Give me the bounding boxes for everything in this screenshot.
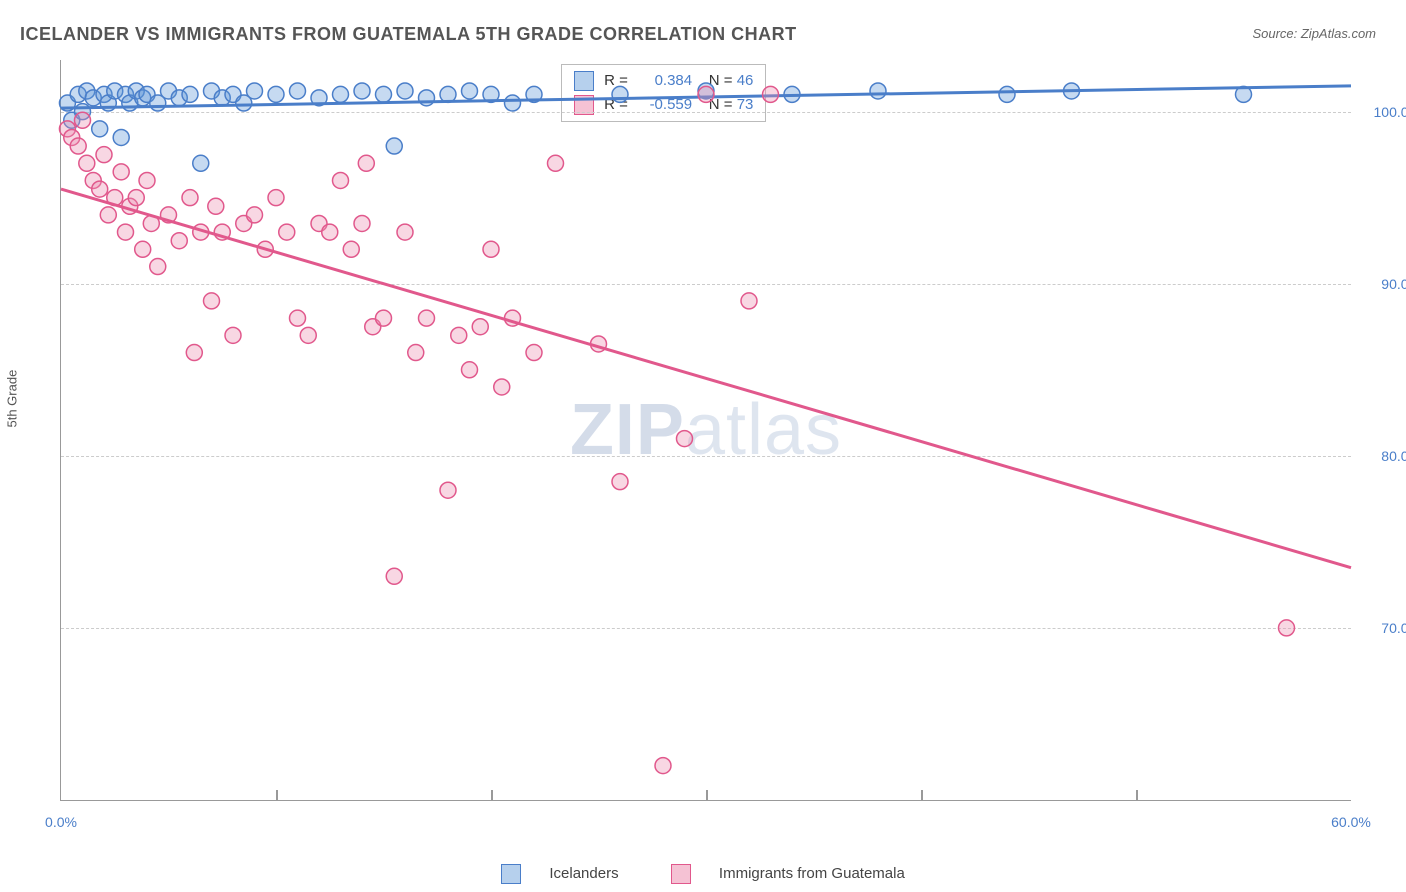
data-point	[677, 431, 693, 447]
data-point	[247, 207, 263, 223]
data-point	[70, 138, 86, 154]
data-point	[1279, 620, 1295, 636]
chart-plot-area: ZIPatlas R = 0.384 N = 46 R = -0.559 N =…	[60, 60, 1351, 801]
data-point	[999, 86, 1015, 102]
data-point	[612, 474, 628, 490]
data-point	[135, 241, 151, 257]
swatch-blue-icon	[501, 864, 521, 884]
data-point	[268, 86, 284, 102]
legend-label: Icelanders	[549, 865, 618, 882]
data-point	[113, 164, 129, 180]
data-point	[322, 224, 338, 240]
data-point	[300, 327, 316, 343]
data-point	[354, 83, 370, 99]
legend-item-guatemala: Immigrants from Guatemala	[659, 865, 917, 882]
legend-item-icelanders: Icelanders	[489, 865, 635, 882]
x-tick-label: 0.0%	[45, 814, 77, 830]
trend-line	[61, 189, 1351, 568]
source-label: Source: ZipAtlas.com	[1252, 26, 1376, 41]
data-point	[451, 327, 467, 343]
y-tick-label: 70.0%	[1381, 620, 1406, 636]
y-tick-label: 100.0%	[1374, 104, 1406, 120]
data-point	[505, 95, 521, 111]
data-point	[548, 155, 564, 171]
data-point	[354, 215, 370, 231]
data-point	[698, 86, 714, 102]
data-point	[208, 198, 224, 214]
data-point	[290, 83, 306, 99]
data-point	[494, 379, 510, 395]
data-point	[376, 86, 392, 102]
data-point	[279, 224, 295, 240]
data-point	[247, 83, 263, 99]
data-point	[440, 482, 456, 498]
data-point	[526, 345, 542, 361]
data-point	[397, 224, 413, 240]
chart-title: ICELANDER VS IMMIGRANTS FROM GUATEMALA 5…	[20, 24, 797, 45]
data-point	[472, 319, 488, 335]
data-point	[139, 172, 155, 188]
data-point	[386, 568, 402, 584]
data-point	[118, 224, 134, 240]
data-point	[182, 190, 198, 206]
y-tick-label: 80.0%	[1381, 448, 1406, 464]
chart-svg	[61, 60, 1351, 800]
data-point	[419, 90, 435, 106]
data-point	[100, 207, 116, 223]
data-point	[128, 190, 144, 206]
data-point	[268, 190, 284, 206]
data-point	[79, 155, 95, 171]
data-point	[655, 758, 671, 774]
data-point	[193, 155, 209, 171]
data-point	[397, 83, 413, 99]
data-point	[92, 121, 108, 137]
data-point	[225, 327, 241, 343]
y-axis-label: 5th Grade	[5, 370, 20, 428]
data-point	[408, 345, 424, 361]
data-point	[171, 233, 187, 249]
y-tick-label: 90.0%	[1381, 276, 1406, 292]
data-point	[870, 83, 886, 99]
data-point	[182, 86, 198, 102]
x-tick-label: 60.0%	[1331, 814, 1371, 830]
data-point	[483, 241, 499, 257]
data-point	[343, 241, 359, 257]
data-point	[92, 181, 108, 197]
data-point	[763, 86, 779, 102]
data-point	[333, 86, 349, 102]
data-point	[186, 345, 202, 361]
data-point	[358, 155, 374, 171]
bottom-legend: Icelanders Immigrants from Guatemala	[0, 864, 1406, 884]
data-point	[113, 129, 129, 145]
data-point	[386, 138, 402, 154]
data-point	[462, 362, 478, 378]
data-point	[741, 293, 757, 309]
data-point	[376, 310, 392, 326]
data-point	[96, 147, 112, 163]
data-point	[419, 310, 435, 326]
data-point	[75, 112, 91, 128]
swatch-pink-icon	[671, 864, 691, 884]
data-point	[462, 83, 478, 99]
data-point	[290, 310, 306, 326]
data-point	[150, 259, 166, 275]
data-point	[204, 293, 220, 309]
legend-label: Immigrants from Guatemala	[719, 865, 905, 882]
data-point	[333, 172, 349, 188]
